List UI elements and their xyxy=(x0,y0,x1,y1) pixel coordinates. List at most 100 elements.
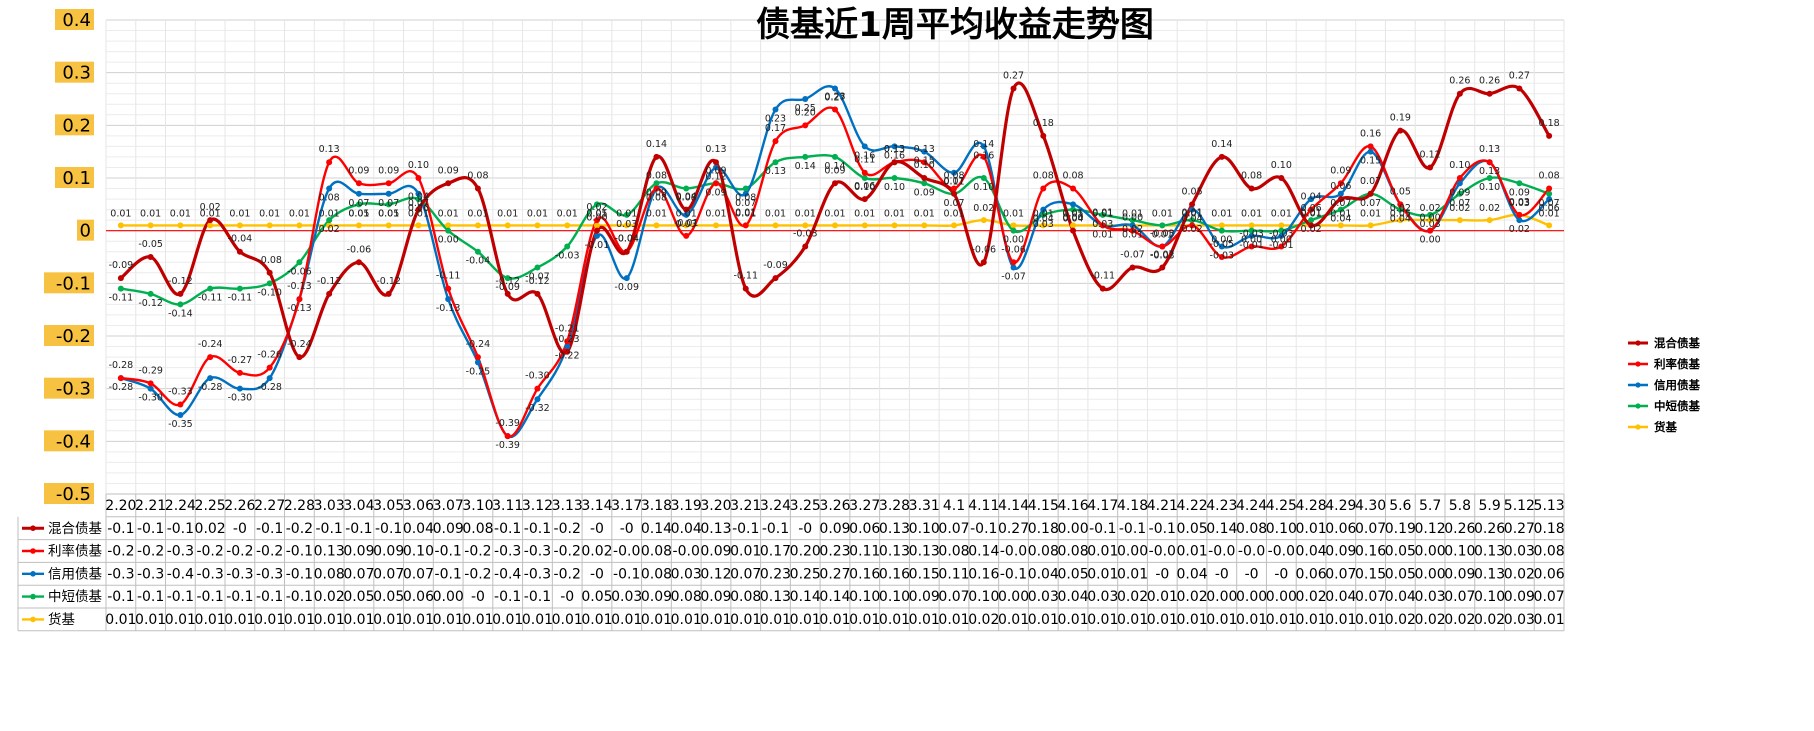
table-cell: 0.01 xyxy=(433,612,464,628)
table-cell: 0.01 xyxy=(581,612,612,628)
y-tick-bg xyxy=(44,483,94,504)
table-cell: 0.13 xyxy=(700,521,731,537)
data-point xyxy=(1248,243,1255,250)
data-point xyxy=(623,248,630,255)
data-point xyxy=(1129,222,1136,229)
data-point xyxy=(1218,243,1225,250)
data-point xyxy=(802,243,809,250)
table-cell: 0.07 xyxy=(373,566,404,582)
table-cell: 0.08 xyxy=(730,589,761,605)
table-cell: 0.02 xyxy=(1385,612,1416,628)
data-label: 0.09 xyxy=(378,165,399,176)
table-row-marker xyxy=(30,525,36,531)
data-point xyxy=(742,190,749,197)
data-label: 0.08 xyxy=(646,193,667,204)
data-label: -0.09 xyxy=(614,282,639,293)
series-points xyxy=(117,85,1553,440)
data-label: 0.08 xyxy=(646,171,667,182)
table-cell: 0.27 xyxy=(819,566,850,582)
table-cell: 0.01 xyxy=(700,612,731,628)
table-cell: 0.10 xyxy=(1444,544,1475,560)
data-label: 0.01 xyxy=(1360,208,1381,219)
data-label: 0.08 xyxy=(1033,171,1054,182)
data-label: -0.24 xyxy=(198,339,223,350)
data-label: 0.12 xyxy=(705,171,726,182)
data-point xyxy=(712,180,719,187)
table-cell: 0.23 xyxy=(819,544,850,560)
data-label: 0.02 xyxy=(1509,224,1530,235)
data-label: -0.06 xyxy=(971,244,996,255)
table-cell: 0.09 xyxy=(373,544,404,560)
data-point xyxy=(593,201,600,208)
data-label: 0.00 xyxy=(1122,213,1143,224)
table-cell: 0.01 xyxy=(254,612,285,628)
table-cell: 0.03 xyxy=(1415,589,1446,605)
table-cell: -0.1 xyxy=(970,521,997,537)
table-cell: 0.03 xyxy=(1504,544,1535,560)
data-point xyxy=(564,338,571,345)
data-label: 0.01 xyxy=(497,208,518,219)
data-label: 0.16 xyxy=(973,150,994,161)
data-label: -0.14 xyxy=(168,308,193,319)
table-cell: 0.26 xyxy=(1474,521,1505,537)
table-cell: -0.3 xyxy=(167,544,194,560)
x-tick-label: 3.07 xyxy=(433,498,464,514)
data-label: 0.07 xyxy=(1449,198,1470,209)
data-label: 0.07 xyxy=(378,198,399,209)
data-label: -0.09 xyxy=(109,260,134,271)
data-point xyxy=(385,222,392,229)
data-point xyxy=(891,143,898,150)
table-cell: 0.01 xyxy=(224,612,255,628)
data-label: 0.03 xyxy=(1509,197,1530,208)
data-label: -0.24 xyxy=(287,339,312,350)
data-label: 0.02 xyxy=(1449,203,1470,214)
data-point xyxy=(1397,201,1404,208)
data-label: -0.04 xyxy=(614,234,639,245)
x-tick-label: 2.20 xyxy=(105,498,136,514)
table-cell: -0.1 xyxy=(1149,521,1176,537)
table-cell: 0.00 xyxy=(1236,589,1267,605)
data-label: 0.23 xyxy=(765,114,786,125)
table-cell: -0.2 xyxy=(256,544,283,560)
table-cell: 0.08 xyxy=(1057,544,1088,560)
data-point xyxy=(266,280,273,287)
data-point xyxy=(1248,185,1255,192)
data-label: 0.14 xyxy=(973,139,994,150)
data-point xyxy=(1040,185,1047,192)
data-point xyxy=(445,222,452,229)
data-point xyxy=(445,285,452,292)
data-label: -0.11 xyxy=(109,293,134,304)
data-point xyxy=(593,232,600,239)
data-label: 0.01 xyxy=(1152,229,1173,240)
data-label: 0.09 xyxy=(914,187,935,198)
data-label: 0.01 xyxy=(378,208,399,219)
data-label: 0.06 xyxy=(1301,203,1322,214)
data-point xyxy=(683,232,690,239)
table-cell: 0.14 xyxy=(1206,521,1237,537)
data-point xyxy=(980,143,987,150)
data-point xyxy=(1010,227,1017,234)
data-point xyxy=(355,222,362,229)
data-label: 0.07 xyxy=(943,198,964,209)
data-label: 0.02 xyxy=(1181,224,1202,235)
table-cell: -0.1 xyxy=(286,544,313,560)
data-point xyxy=(623,275,630,282)
data-point xyxy=(1040,132,1047,139)
legend-label: 信用债基 xyxy=(1654,378,1700,392)
data-point xyxy=(1367,222,1374,229)
table-row-marker xyxy=(30,571,36,577)
data-point xyxy=(504,290,511,297)
table-cell: 0.01 xyxy=(1147,589,1178,605)
data-label: -0.03 xyxy=(1269,228,1294,239)
data-point xyxy=(1278,227,1285,234)
table-cell: 0.01 xyxy=(790,612,821,628)
table-cell: 0.10 xyxy=(909,521,940,537)
data-label: -0.11 xyxy=(1090,271,1115,282)
table-cell: -0.3 xyxy=(256,566,283,582)
data-point xyxy=(1308,196,1315,203)
legend-marker xyxy=(1635,361,1641,367)
table-cell: -0.1 xyxy=(524,521,551,537)
x-tick-label: 3.06 xyxy=(403,498,434,514)
data-label: 0.00 xyxy=(1062,213,1083,224)
x-tick-label: 3.11 xyxy=(492,498,523,514)
